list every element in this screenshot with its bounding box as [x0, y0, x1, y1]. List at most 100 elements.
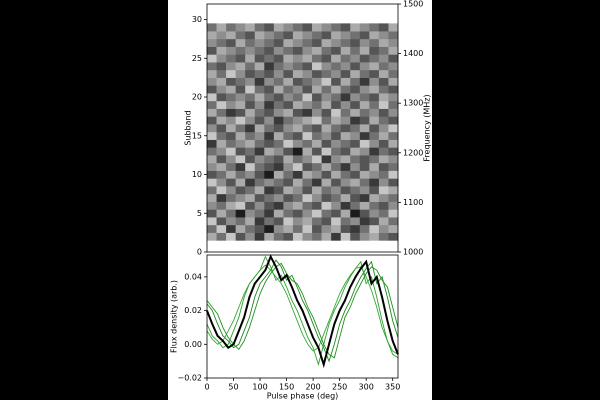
heatmap-cell [245, 209, 256, 218]
heatmap-cell [226, 217, 236, 226]
heatmap-cell [359, 201, 370, 210]
heatmap-cell [331, 178, 341, 187]
y-tick-label: 25 [192, 54, 202, 63]
heatmap-cell [359, 69, 370, 78]
heatmap-cell [369, 62, 380, 71]
heatmap-cell [331, 147, 341, 156]
heatmap-cell [273, 54, 284, 63]
heatmap-cell [245, 224, 256, 233]
heatmap-cell [292, 155, 303, 164]
heatmap-cell [245, 77, 256, 86]
heatmap-cell [388, 54, 399, 63]
heatmap-cell [226, 170, 236, 179]
heatmap-cell [359, 209, 370, 218]
heatmap-cell [254, 93, 265, 102]
heatmap-cell [235, 209, 246, 218]
heatmap-cell [207, 178, 217, 187]
heatmap-cell [331, 85, 341, 94]
heatmap-cell [216, 54, 227, 63]
heatmap-cell [216, 209, 227, 218]
heatmap-cell [388, 100, 399, 109]
heatmap-cell [359, 100, 370, 109]
heatmap-cell [369, 54, 380, 63]
heatmap-cell [254, 108, 265, 117]
heatmap-cell [359, 54, 370, 63]
heatmap-cell [273, 116, 284, 125]
heatmap-cell [378, 224, 389, 233]
heatmap-cell [254, 23, 265, 32]
heatmap-cell [254, 85, 265, 94]
heatmap-cell [369, 162, 380, 171]
heatmap-cell [312, 209, 322, 218]
heatmap-cell [254, 124, 265, 133]
heatmap-cell [264, 201, 275, 210]
heatmap-cell [207, 186, 217, 195]
heatmap-cell [207, 62, 217, 71]
heatmap-cell [388, 178, 399, 187]
heatmap-cell [245, 46, 256, 55]
heatmap-cell [235, 131, 246, 140]
heatmap-cell [245, 193, 256, 202]
heatmap-cell [359, 170, 370, 179]
heatmap-cell [378, 38, 389, 47]
heatmap-cell [216, 147, 227, 156]
heatmap-cell [312, 23, 322, 32]
heatmap-cell [292, 54, 303, 63]
heatmap-cell [207, 139, 217, 148]
heatmap-cell [321, 124, 332, 133]
heatmap-cell [302, 201, 313, 210]
heatmap-cell [254, 100, 265, 109]
heatmap-cell [302, 224, 313, 233]
heatmap-cell [359, 217, 370, 226]
heatmap-cell [292, 46, 303, 55]
heatmap-cell [292, 147, 303, 156]
heatmap-cell [283, 201, 294, 210]
heatmap-cell [292, 116, 303, 125]
heatmap-cell [359, 139, 370, 148]
y2-tick-label: 1200 [403, 148, 423, 157]
heatmap-cell [359, 232, 370, 241]
heatmap-cell [254, 31, 265, 40]
heatmap-cell [254, 147, 265, 156]
y-axis-label: Subband [184, 110, 193, 145]
heatmap-cell [340, 62, 351, 71]
heatmap-cell [340, 31, 351, 40]
heatmap-cell [273, 232, 284, 241]
heatmap-cell [283, 62, 294, 71]
heatmap-cell [207, 147, 217, 156]
heatmap-cell [245, 155, 256, 164]
heatmap-cell [283, 209, 294, 218]
heatmap-cell [207, 116, 217, 125]
heatmap-cell [207, 23, 217, 32]
heatmap-cell [359, 23, 370, 32]
heatmap-cell [350, 224, 361, 233]
heatmap-cell [378, 100, 389, 109]
heatmap-cell [226, 162, 236, 171]
heatmap-cell [207, 69, 217, 78]
heatmap-cell [369, 178, 380, 187]
heatmap-cell [283, 224, 294, 233]
heatmap-cell [264, 162, 275, 171]
heatmap-cell [235, 224, 246, 233]
heatmap-cell [273, 124, 284, 133]
heatmap-cell [273, 186, 284, 195]
heatmap-cell [254, 209, 265, 218]
heatmap-cell [226, 124, 236, 133]
heatmap-cell [264, 100, 275, 109]
heatmap-cell [216, 217, 227, 226]
heatmap-cell [321, 93, 332, 102]
heatmap-cell [273, 69, 284, 78]
y2-tick-label: 1000 [403, 248, 423, 257]
heatmap-cell [292, 124, 303, 133]
heatmap-cell [331, 201, 341, 210]
y-tick-label: 20 [192, 93, 202, 102]
heatmap-cell [369, 201, 380, 210]
heatmap-cell [321, 85, 332, 94]
heatmap-cell [245, 116, 256, 125]
heatmap-cell [321, 54, 332, 63]
heatmap-cell [312, 193, 322, 202]
heatmap-cell [302, 186, 313, 195]
y-tick-label: 10 [192, 170, 202, 179]
axes-frame [206, 254, 399, 379]
heatmap-cell [350, 23, 361, 32]
